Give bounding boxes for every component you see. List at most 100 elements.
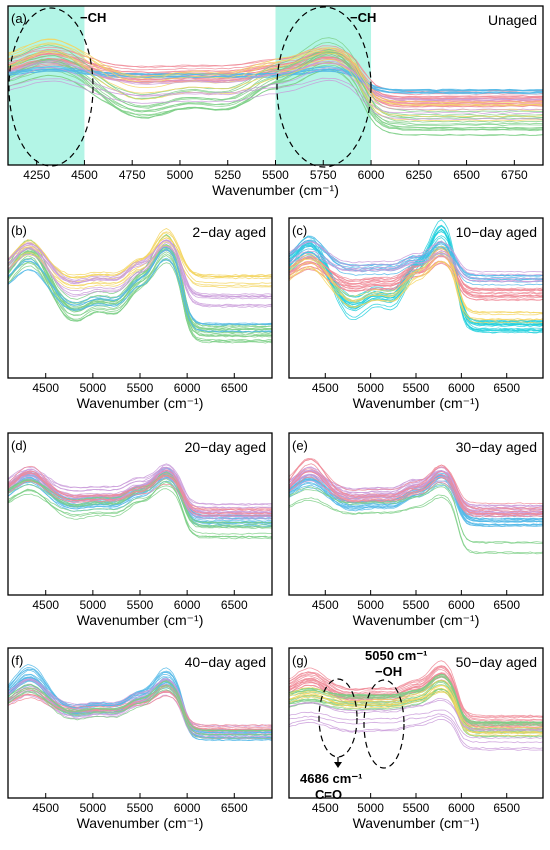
x-ticks: 4250 4500 4750 5000 5250 5500 5750 6000 6250 6500… <box>23 160 528 182</box>
spectrum-line <box>289 261 543 324</box>
spectra-group <box>8 664 272 742</box>
x-tick-label: 4750 <box>119 168 146 182</box>
x-tick-label: 6500 <box>493 381 520 395</box>
spectrum-line <box>289 248 543 316</box>
spectrum-line <box>289 690 543 734</box>
spectrum-line <box>8 685 272 736</box>
x-axis-label-text: Wavenumber <box>353 612 436 628</box>
spectrum-line <box>8 253 272 343</box>
panel-a: 4250 4500 4750 5000 5250 5500 5750 6000 6250 6500… <box>7 5 544 198</box>
spectrum-line <box>289 680 543 724</box>
panel-title: 10−day aged <box>456 224 537 240</box>
spectrum-line <box>289 236 543 277</box>
x-axis-label: Wavenumber (cm⁻¹) <box>212 182 339 198</box>
x-tick-label: 6000 <box>174 598 201 612</box>
spectrum-line <box>8 51 543 122</box>
spectrum-line <box>289 250 543 280</box>
spectra-group <box>289 660 543 751</box>
panel-f: 4500 5000 5500 6000 6500 (f) 40−day aged Wav… <box>7 647 273 831</box>
spectrum-line <box>8 244 272 331</box>
x-tick-label: 6500 <box>493 598 520 612</box>
panel-label: (g) <box>292 653 308 668</box>
x-tick-label: 4500 <box>312 381 339 395</box>
spectrum-line <box>8 246 272 338</box>
x-tick-label: 5000 <box>357 598 384 612</box>
spectrum-line <box>8 686 272 740</box>
co-group-label: C=O <box>315 787 342 802</box>
spectrum-line <box>8 683 272 736</box>
spectrum-line <box>289 254 543 321</box>
spectrum-line <box>8 246 272 298</box>
oh-ellipse <box>363 679 405 769</box>
spectra-group <box>8 228 272 344</box>
spectrum-line <box>289 494 543 554</box>
spectrum-line <box>8 67 543 111</box>
panel-label: (e) <box>292 438 308 453</box>
spectrum-line <box>8 65 543 92</box>
ch-label-1: −CH <box>80 10 106 25</box>
x-tick-label: 5000 <box>80 598 107 612</box>
x-axis-label: Wavenumber (cm⁻¹) <box>77 395 204 411</box>
x-tick-label: 5000 <box>357 381 384 395</box>
spectrum-line <box>8 470 272 510</box>
spectrum-line <box>8 480 272 527</box>
spectrum-line <box>8 259 272 344</box>
spectrum-line <box>289 476 543 518</box>
x-axis-label: Wavenumber (cm⁻¹) <box>353 612 480 628</box>
x-tick-label: 6500 <box>221 598 248 612</box>
spectrum-line <box>289 713 543 744</box>
x-tick-label: 5000 <box>357 801 384 815</box>
spectrum-line <box>289 684 543 730</box>
spectrum-line <box>8 689 272 735</box>
spectrum-line <box>289 458 543 511</box>
spectrum-line <box>8 239 272 297</box>
panel-title: 30−day aged <box>456 439 537 455</box>
x-ticks: 4500 5000 5500 6000 6500 <box>312 793 520 815</box>
panel-label: (d) <box>11 438 27 453</box>
x-ticks: 4500 5000 5500 6000 6500 <box>312 590 520 612</box>
spectrum-line <box>8 245 272 300</box>
x-axis-label-text: Wavenumber <box>77 612 160 628</box>
ch-ellipse-1 <box>8 7 94 167</box>
spectrum-line <box>8 480 272 517</box>
spectrum-line <box>289 684 543 734</box>
x-tick-label: 6000 <box>448 381 475 395</box>
x-axis-unit: (cm⁻¹) <box>163 395 203 411</box>
spectrum-line <box>289 254 543 297</box>
spectrum-line <box>8 678 272 728</box>
spectrum-line <box>289 247 543 292</box>
x-tick-label: 4250 <box>23 168 50 182</box>
spectrum-line <box>8 38 543 107</box>
spectrum-line <box>8 60 543 101</box>
spectrum-line <box>289 709 543 740</box>
spectrum-line <box>289 680 543 729</box>
spectra-group <box>289 219 543 334</box>
spectrum-line <box>289 240 543 273</box>
x-tick-label: 4500 <box>32 598 59 612</box>
spectrum-line <box>289 255 543 282</box>
spectrum-line <box>289 486 543 544</box>
spectrum-line <box>289 665 543 718</box>
co-wavenumber-label: 4686 cm⁻¹ <box>300 771 363 786</box>
spectrum-line <box>289 254 543 295</box>
x-tick-label: 6500 <box>453 168 480 182</box>
spectrum-line <box>289 468 543 513</box>
spectrum-line <box>8 257 272 333</box>
x-tick-label: 5000 <box>167 168 194 182</box>
spectra-group <box>8 463 272 540</box>
spectrum-line <box>8 246 272 336</box>
x-tick-label: 6000 <box>358 168 385 182</box>
x-tick-label: 4500 <box>32 801 59 815</box>
spectrum-line <box>8 247 272 330</box>
spectrum-line <box>8 55 543 125</box>
x-tick-label: 6500 <box>493 801 520 815</box>
x-tick-label: 5500 <box>403 598 430 612</box>
x-tick-label: 5500 <box>127 598 154 612</box>
x-tick-label: 6250 <box>405 168 432 182</box>
x-tick-label: 5500 <box>403 381 430 395</box>
spectrum-line <box>289 471 543 516</box>
panel-label: (f) <box>11 653 23 668</box>
spectrum-line <box>8 79 543 121</box>
x-tick-label: 6500 <box>221 381 248 395</box>
x-tick-label: 4500 <box>312 598 339 612</box>
